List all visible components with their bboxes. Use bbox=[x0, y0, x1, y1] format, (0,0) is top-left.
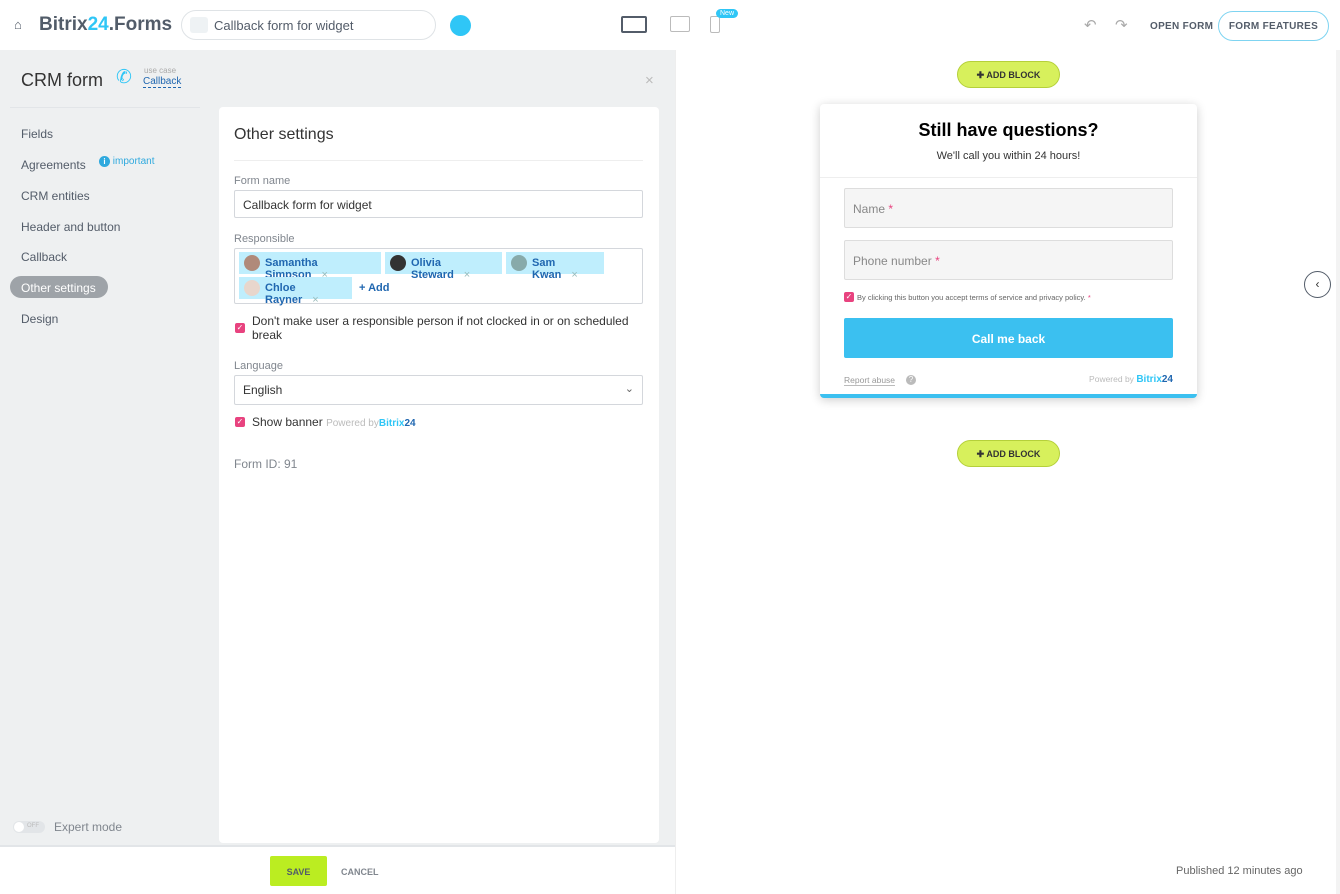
preview-subtitle: We'll call you within 24 hours! bbox=[936, 150, 1081, 162]
responsible-chip[interactable]: Sam Kwan × bbox=[506, 252, 604, 281]
form-name-label: Form name bbox=[234, 175, 291, 187]
responsible-field[interactable]: Samantha Simpson × Olivia Steward × Sam Kw… bbox=[234, 248, 643, 306]
app-logo: Bitrix24.Forms bbox=[39, 14, 173, 35]
remove-icon[interactable]: × bbox=[312, 294, 319, 306]
nav-other-settings[interactable]: Other settings bbox=[10, 276, 108, 298]
cancel-button[interactable]: CANCEL bbox=[341, 867, 379, 877]
info-icon: i bbox=[99, 156, 110, 167]
expert-mode-toggle[interactable]: OFF bbox=[13, 821, 45, 833]
use-case-link[interactable]: Callback bbox=[143, 76, 182, 88]
show-banner-label: Show banner Powered byBitrix24 bbox=[252, 415, 416, 429]
name-input[interactable]: Name * bbox=[844, 188, 1173, 228]
responsible-chip[interactable]: Olivia Steward × bbox=[385, 252, 502, 281]
nav-design[interactable]: Design bbox=[21, 312, 59, 326]
tablet-view-icon[interactable] bbox=[670, 16, 690, 32]
redo-icon[interactable]: ↷ bbox=[1115, 17, 1128, 34]
form-id: Form ID: 91 bbox=[234, 457, 298, 471]
cloud-save-icon[interactable] bbox=[450, 15, 471, 36]
mobile-view-icon[interactable] bbox=[710, 16, 720, 33]
phone-input[interactable]: Phone number * bbox=[844, 240, 1173, 280]
use-case-label: use case bbox=[144, 66, 177, 75]
form-preview: Still have questions? We'll call you wit… bbox=[820, 104, 1197, 398]
consent-checkbox[interactable]: ✓ bbox=[844, 292, 854, 302]
divider bbox=[234, 160, 643, 161]
nav-callback[interactable]: Callback bbox=[21, 250, 68, 264]
collapse-chevron-left-icon[interactable]: ‹ bbox=[1304, 271, 1331, 298]
expert-mode-label: Expert mode bbox=[54, 820, 123, 834]
divider bbox=[10, 107, 200, 108]
remove-icon[interactable]: × bbox=[463, 269, 471, 281]
important-badge: i important bbox=[99, 156, 154, 167]
language-select[interactable]: English ⌄ bbox=[234, 375, 643, 405]
top-bar: ⌂ Bitrix24.Forms Callback form for widge… bbox=[0, 0, 1340, 50]
language-label: Language bbox=[234, 360, 283, 372]
plus-icon: ✚ bbox=[976, 449, 987, 459]
footer-bar: SAVE CANCEL bbox=[0, 845, 675, 894]
nav-crm-entities[interactable]: CRM entities bbox=[21, 189, 90, 203]
open-form-button[interactable]: OPEN FORM bbox=[1150, 21, 1214, 32]
plus-icon: ✚ bbox=[976, 70, 987, 80]
avatar bbox=[511, 255, 527, 271]
phone-icon: ✆ bbox=[116, 67, 132, 88]
add-block-button[interactable]: ✚ ADD BLOCK bbox=[957, 61, 1060, 88]
powered-by-badge: Powered by Bitrix24 bbox=[1089, 374, 1173, 385]
settings-panel: CRM form ✆ use case Callback × Fields Ag… bbox=[0, 50, 675, 845]
panel-title: CRM form bbox=[21, 70, 103, 90]
not-clocked-label: Don't make user a responsible person if … bbox=[252, 314, 629, 342]
nav-fields[interactable]: Fields bbox=[21, 127, 54, 141]
image-icon bbox=[190, 17, 208, 33]
add-responsible-link[interactable]: + Add bbox=[359, 282, 390, 294]
remove-icon[interactable]: × bbox=[571, 269, 578, 281]
new-badge: New bbox=[716, 9, 739, 18]
avatar bbox=[244, 280, 260, 296]
nav-agreements[interactable]: Agreements bbox=[21, 158, 86, 172]
published-status: Published 12 minutes ago bbox=[1176, 865, 1303, 877]
other-settings-card: Other settings Form name Callback form f… bbox=[219, 107, 659, 843]
card-heading: Other settings bbox=[234, 126, 334, 143]
call-me-back-button[interactable]: Call me back bbox=[844, 318, 1173, 358]
undo-icon[interactable]: ↶ bbox=[1084, 17, 1097, 34]
chevron-down-icon: ⌄ bbox=[624, 383, 634, 395]
consent-label[interactable]: By clicking this button you accept terms… bbox=[857, 293, 1091, 302]
preview-title: Still have questions? bbox=[918, 120, 1099, 140]
responsible-chip[interactable]: Chloe Rayner × bbox=[239, 277, 352, 306]
form-name-input[interactable]: Callback form for widget bbox=[234, 190, 643, 218]
add-block-button[interactable]: ✚ ADD BLOCK bbox=[957, 440, 1060, 467]
form-title-input[interactable]: Callback form for widget bbox=[181, 10, 436, 40]
show-banner-checkbox[interactable]: ✓ bbox=[235, 417, 245, 427]
divider bbox=[820, 177, 1197, 178]
home-icon[interactable]: ⌂ bbox=[14, 17, 22, 32]
help-icon[interactable]: ? bbox=[906, 375, 916, 385]
responsible-chip[interactable]: Samantha Simpson × bbox=[239, 252, 381, 281]
responsible-label: Responsible bbox=[234, 233, 295, 245]
desktop-view-icon[interactable] bbox=[621, 16, 647, 33]
avatar bbox=[244, 255, 260, 271]
avatar bbox=[390, 255, 406, 271]
divider bbox=[675, 50, 676, 894]
scrollbar[interactable] bbox=[1336, 50, 1340, 894]
remove-icon[interactable]: × bbox=[321, 269, 328, 281]
form-features-button[interactable]: FORM FEATURES bbox=[1218, 11, 1329, 41]
save-button[interactable]: SAVE bbox=[270, 856, 327, 886]
report-abuse-link[interactable]: Report abuse bbox=[844, 375, 896, 386]
not-clocked-checkbox[interactable]: ✓ bbox=[235, 323, 245, 333]
close-icon[interactable]: × bbox=[645, 72, 654, 89]
nav-header-and-button[interactable]: Header and button bbox=[21, 220, 121, 234]
